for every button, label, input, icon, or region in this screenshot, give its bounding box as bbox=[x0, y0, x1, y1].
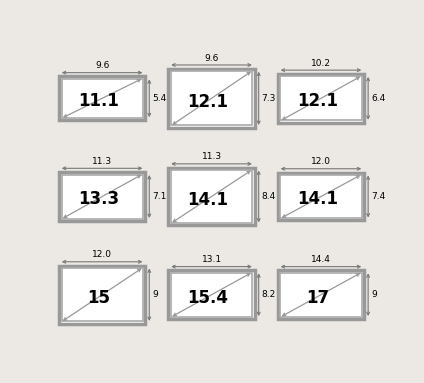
Text: 13.3: 13.3 bbox=[78, 190, 119, 208]
FancyBboxPatch shape bbox=[280, 273, 362, 317]
Text: 12.1: 12.1 bbox=[187, 93, 229, 111]
Text: 14.1: 14.1 bbox=[297, 190, 338, 208]
FancyBboxPatch shape bbox=[59, 77, 145, 120]
FancyBboxPatch shape bbox=[171, 170, 252, 223]
FancyBboxPatch shape bbox=[61, 175, 143, 219]
Text: 15: 15 bbox=[87, 289, 110, 307]
FancyBboxPatch shape bbox=[278, 173, 364, 221]
Text: 12.0: 12.0 bbox=[92, 250, 112, 259]
FancyBboxPatch shape bbox=[61, 268, 143, 321]
FancyBboxPatch shape bbox=[61, 79, 143, 118]
Text: 7.1: 7.1 bbox=[152, 192, 167, 201]
Text: 9.6: 9.6 bbox=[95, 61, 109, 70]
Text: 8.2: 8.2 bbox=[262, 290, 276, 299]
Text: 9: 9 bbox=[152, 290, 158, 299]
Text: 12.0: 12.0 bbox=[311, 157, 331, 166]
Text: 9.6: 9.6 bbox=[204, 54, 219, 63]
FancyBboxPatch shape bbox=[280, 175, 362, 218]
Text: 14.1: 14.1 bbox=[187, 191, 229, 209]
Text: 14.4: 14.4 bbox=[311, 255, 331, 264]
FancyBboxPatch shape bbox=[278, 270, 364, 319]
FancyBboxPatch shape bbox=[59, 172, 145, 221]
Text: 11.1: 11.1 bbox=[78, 92, 119, 110]
Text: 12.1: 12.1 bbox=[297, 92, 338, 110]
FancyBboxPatch shape bbox=[278, 74, 364, 123]
FancyBboxPatch shape bbox=[168, 69, 255, 128]
Text: 8.4: 8.4 bbox=[262, 192, 276, 201]
FancyBboxPatch shape bbox=[171, 71, 252, 126]
Text: 7.4: 7.4 bbox=[371, 192, 385, 201]
FancyBboxPatch shape bbox=[59, 266, 145, 324]
Text: 17: 17 bbox=[306, 289, 329, 307]
Text: 13.1: 13.1 bbox=[201, 255, 222, 264]
Text: 15.4: 15.4 bbox=[187, 289, 229, 307]
Text: 6.4: 6.4 bbox=[371, 94, 385, 103]
FancyBboxPatch shape bbox=[168, 168, 255, 225]
Text: 10.2: 10.2 bbox=[311, 59, 331, 68]
FancyBboxPatch shape bbox=[168, 270, 255, 319]
Text: 5.4: 5.4 bbox=[152, 94, 167, 103]
Text: 9: 9 bbox=[371, 290, 377, 299]
Text: 11.3: 11.3 bbox=[201, 152, 222, 162]
Text: 7.3: 7.3 bbox=[262, 94, 276, 103]
Text: 11.3: 11.3 bbox=[92, 157, 112, 166]
FancyBboxPatch shape bbox=[280, 76, 362, 120]
FancyBboxPatch shape bbox=[171, 273, 252, 317]
